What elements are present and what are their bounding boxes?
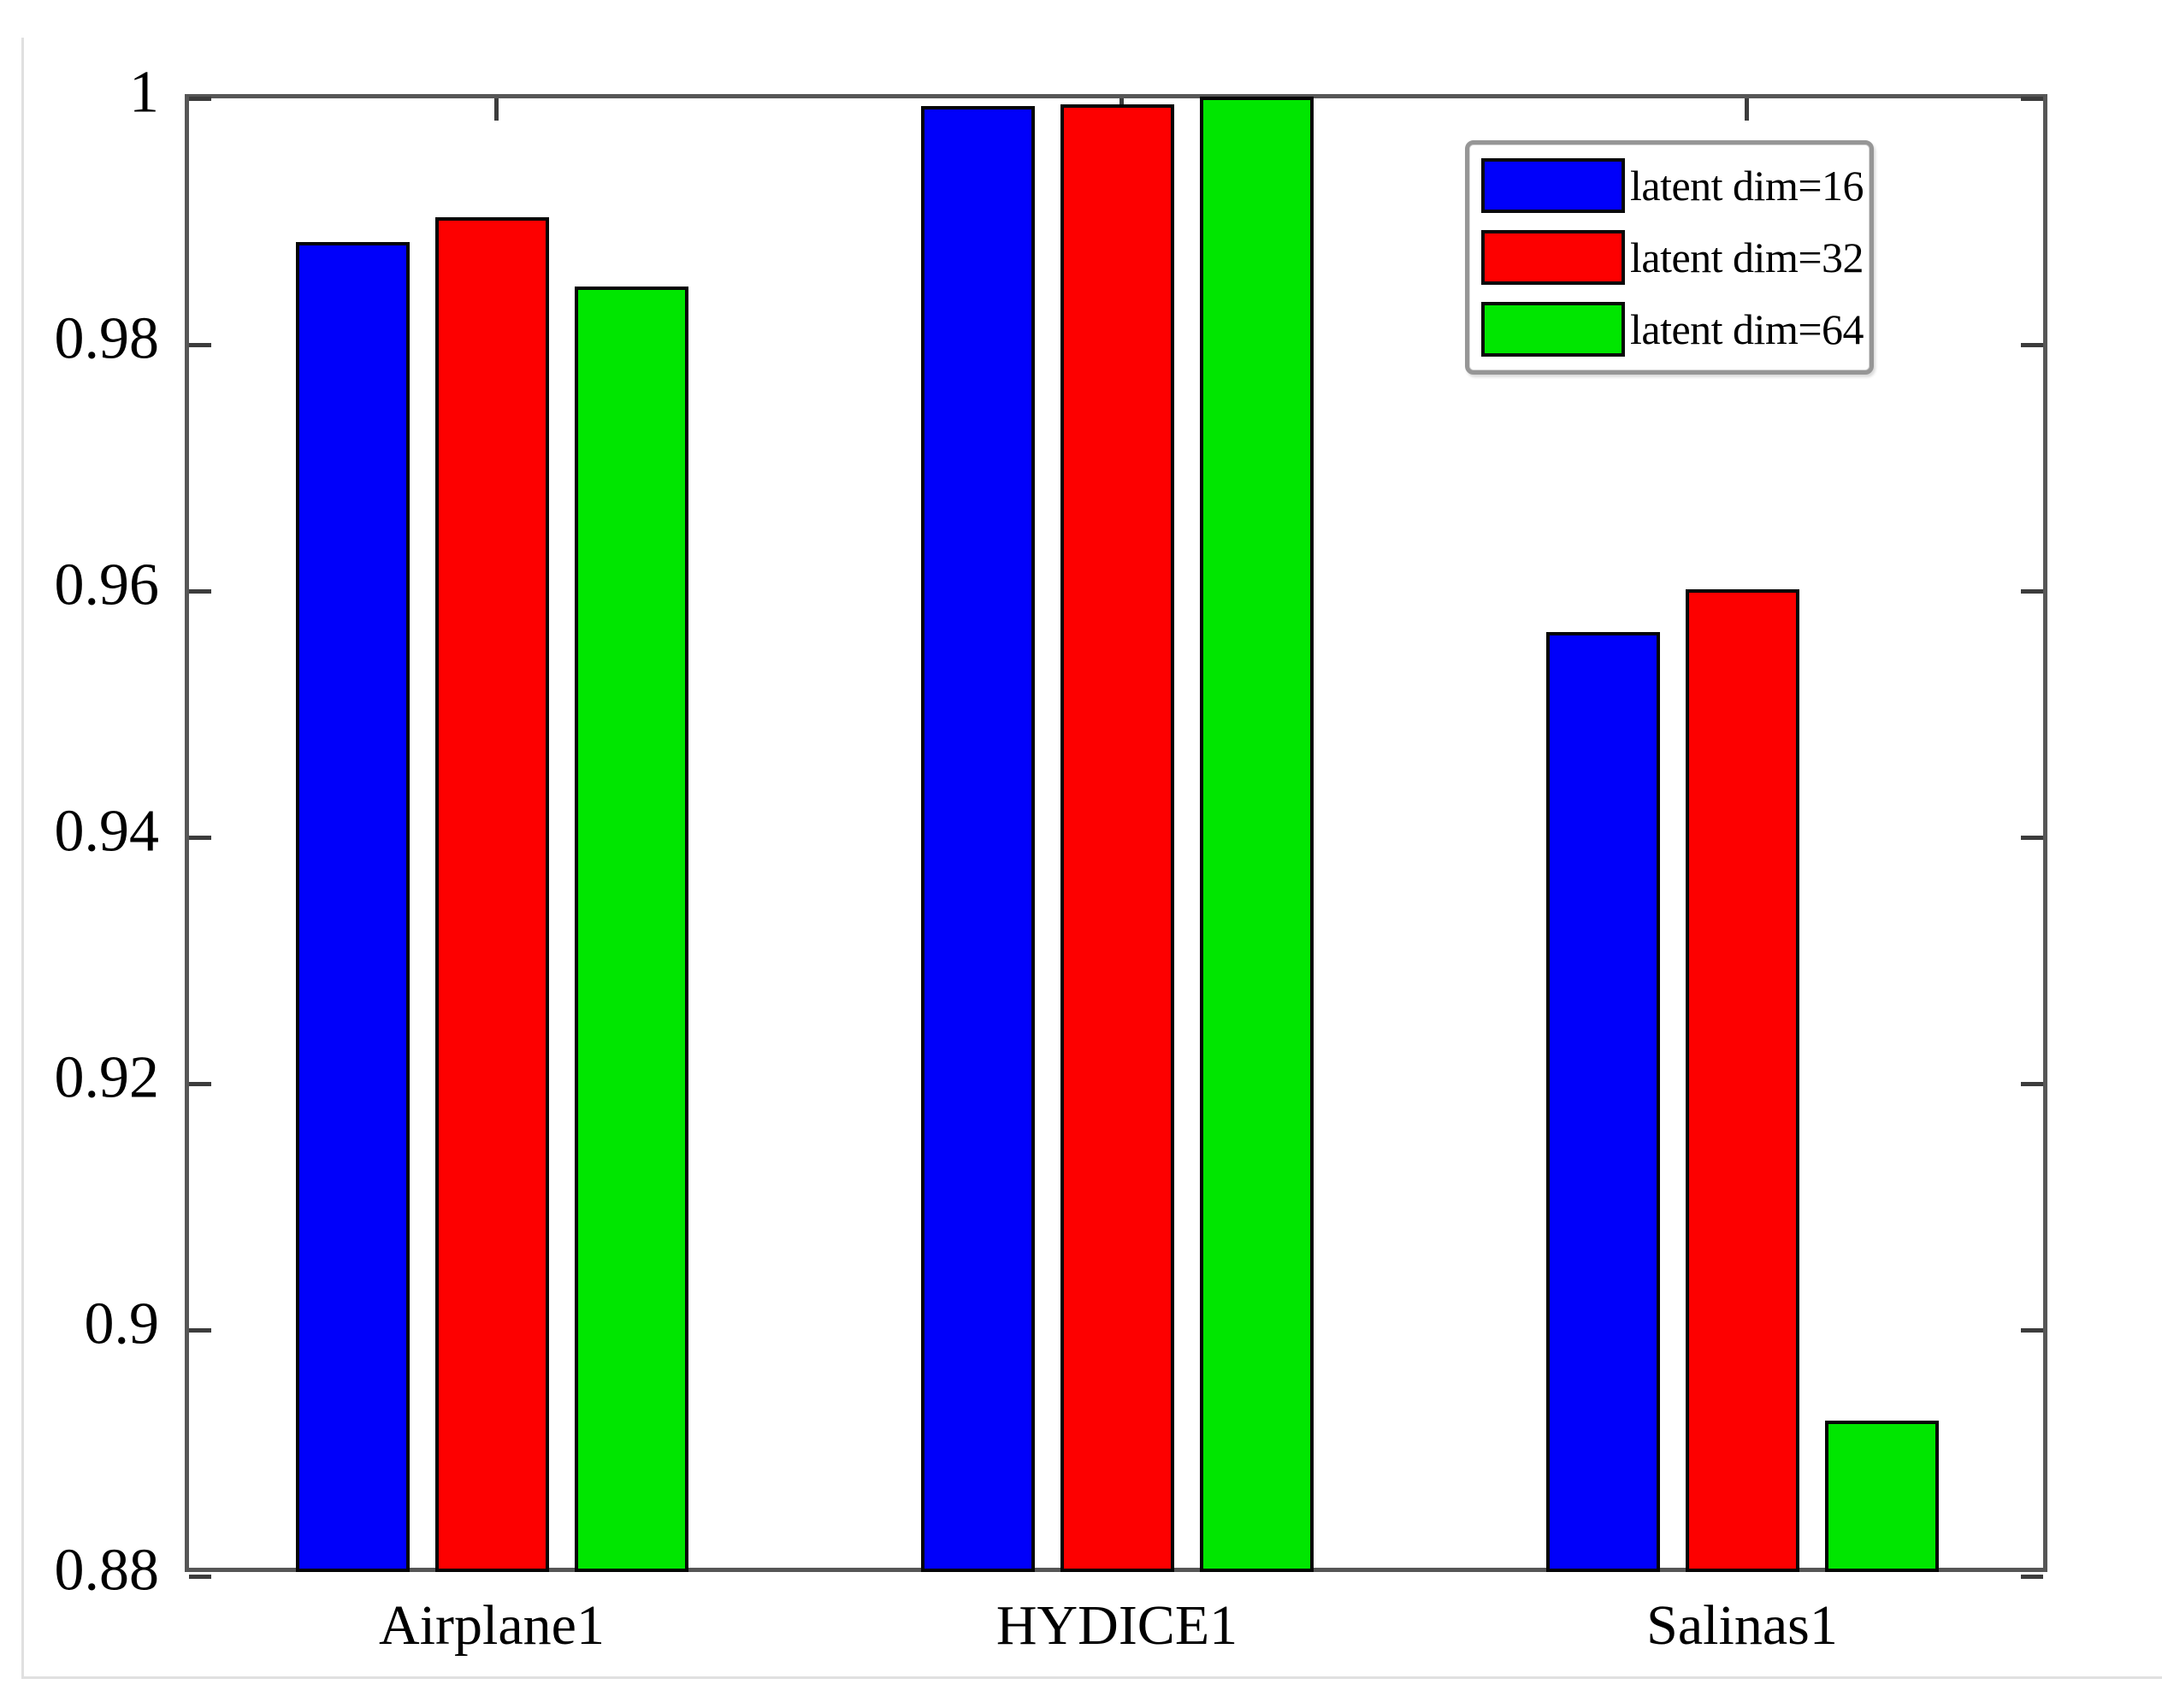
y-tick-mark-left-0-94 [189,835,211,840]
x-axis-label-salinas1: Salinas1 [1646,1594,1838,1657]
bar-salinas1-latent-dim-16 [1545,632,1660,1572]
y-axis-tick-label-0-96: 0.96 [54,552,160,618]
y-tick-mark-left-0-92 [189,1081,211,1086]
y-axis-tick-label-1: 1 [129,59,159,126]
bar-hydice1-latent-dim-16 [920,106,1035,1572]
y-axis-tick-label-0-94: 0.94 [54,798,160,865]
bar-airplane1-latent-dim-64 [574,286,688,1572]
x-tick-mark-top-salinas1 [1744,98,1749,121]
legend-row-latent-dim-16: latent dim=16 [1481,157,1864,214]
legend-label-latent-dim-16: latent dim=16 [1630,162,1864,210]
bar-hydice1-latent-dim-32 [1060,103,1174,1572]
legend-label-latent-dim-32: latent dim=32 [1630,233,1864,281]
y-axis-tick-label-0-88: 0.88 [54,1537,160,1604]
y-tick-mark-left-0-98 [189,342,211,347]
legend: latent dim=16 latent dim=32 latent dim=64 [1465,140,1874,375]
y-tick-mark-right-0-96 [2021,588,2043,594]
x-axis-label-hydice1: HYDICE1 [995,1594,1238,1657]
bar-airplane1-latent-dim-16 [295,241,410,1572]
y-tick-mark-right-0-88 [2021,1574,2043,1579]
y-tick-mark-right-1 [2021,96,2043,101]
x-axis-label-airplane1: Airplane1 [379,1594,605,1657]
bar-salinas1-latent-dim-32 [1685,588,1799,1572]
y-axis-tick-label-0-92: 0.92 [54,1044,160,1111]
legend-swatch-latent-dim-32 [1481,230,1625,285]
y-tick-mark-left-0-88 [189,1574,211,1579]
legend-swatch-latent-dim-64 [1481,302,1625,357]
y-tick-mark-left-1 [189,96,211,101]
legend-row-latent-dim-64: latent dim=64 [1481,301,1864,358]
y-tick-mark-left-0-96 [189,588,211,594]
bar-hydice1-latent-dim-64 [1199,96,1314,1572]
bar-airplane1-latent-dim-32 [434,217,549,1572]
legend-row-latent-dim-32: latent dim=32 [1481,229,1864,286]
x-tick-mark-top-airplane1 [493,98,499,121]
y-tick-mark-right-0-9 [2021,1327,2043,1333]
legend-label-latent-dim-64: latent dim=64 [1630,305,1864,353]
legend-swatch-latent-dim-16 [1481,158,1625,213]
y-axis-tick-label-0-9: 0.9 [84,1291,160,1357]
y-axis-tick-label-0-98: 0.98 [54,305,160,372]
bar-salinas1-latent-dim-64 [1824,1420,1939,1572]
y-tick-mark-right-0-94 [2021,835,2043,840]
y-tick-mark-right-0-98 [2021,342,2043,347]
y-tick-mark-right-0-92 [2021,1081,2043,1086]
y-tick-mark-left-0-9 [189,1327,211,1333]
page-border-vertical-line [21,38,24,1679]
page-border-horizontal-line [21,1676,2162,1679]
